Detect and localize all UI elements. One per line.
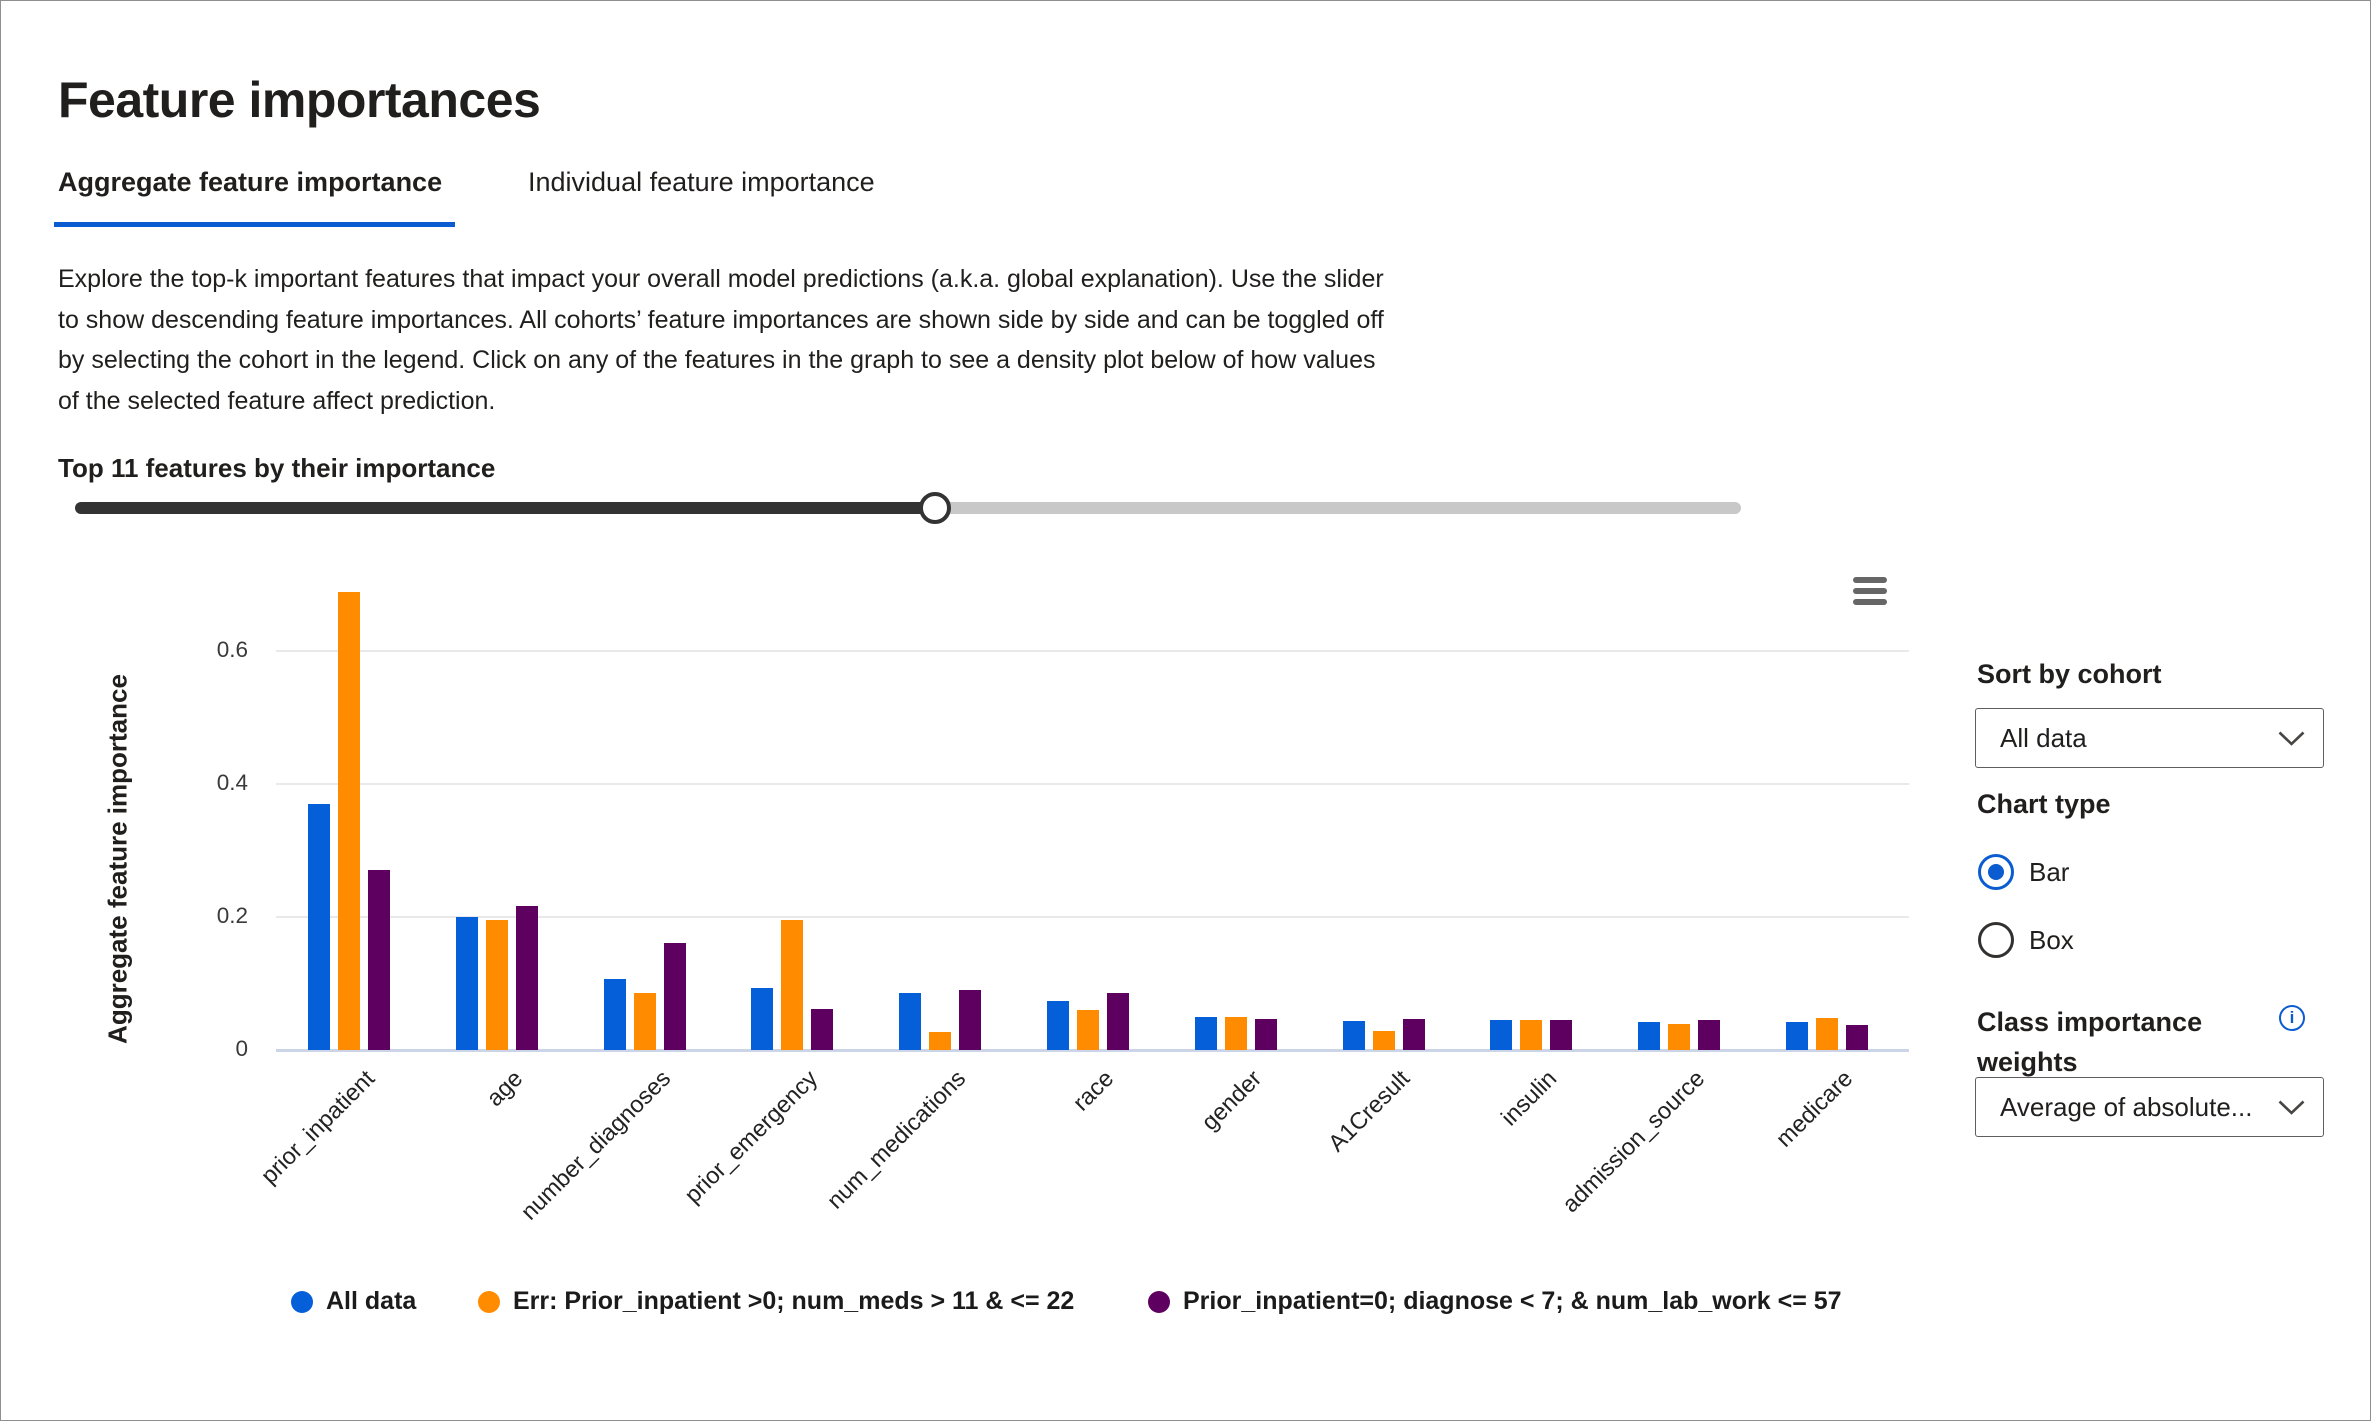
radio-selected-icon (1978, 854, 2014, 890)
chevron-down-icon (2278, 731, 2305, 746)
bar[interactable] (959, 990, 981, 1050)
bar[interactable] (604, 979, 626, 1050)
legend-item-noninpatient-cohort[interactable]: Prior_inpatient=0; diagnose < 7; & num_l… (1148, 1287, 1842, 1316)
chevron-down-icon (2278, 1100, 2305, 1115)
bar[interactable] (1255, 1019, 1277, 1050)
bar[interactable] (1638, 1022, 1660, 1050)
y-tick-label: 0.2 (216, 903, 248, 928)
bar[interactable] (1343, 1021, 1365, 1050)
bar[interactable] (1107, 993, 1129, 1050)
bar[interactable] (1077, 1010, 1099, 1050)
legend-dot (478, 1290, 500, 1313)
bar[interactable] (1698, 1020, 1720, 1050)
legend-item-error-cohort[interactable]: Err: Prior_inpatient >0; num_meds > 11 &… (478, 1287, 1074, 1316)
sort-by-cohort-dropdown[interactable]: All data (1975, 708, 2324, 768)
bar[interactable] (1225, 1017, 1247, 1050)
radio-unselected-icon (1978, 922, 2014, 958)
topk-slider-thumb[interactable] (919, 492, 951, 524)
bar[interactable] (811, 1009, 833, 1050)
topk-slider-track[interactable] (935, 502, 1741, 514)
gridline (276, 783, 1909, 785)
page-title: Feature importances (58, 71, 541, 128)
legend-dot (1148, 1290, 1170, 1313)
class-weights-value: Average of absolute... (2000, 1091, 2253, 1122)
bar[interactable] (899, 993, 921, 1050)
x-axis-line (276, 1049, 1909, 1052)
legend-label: Prior_inpatient=0; diagnose < 7; & num_l… (1183, 1287, 1842, 1315)
sort-by-cohort-label: Sort by cohort (1977, 659, 2162, 689)
bar[interactable] (308, 804, 330, 1050)
chart-type-label: Chart type (1977, 789, 2111, 819)
legend-dot (291, 1290, 313, 1313)
bar[interactable] (1373, 1031, 1395, 1050)
bar[interactable] (929, 1032, 951, 1050)
description-line: to show descending feature importances. … (58, 305, 1384, 334)
bar[interactable] (338, 592, 360, 1050)
bar[interactable] (1195, 1017, 1217, 1050)
tab-individual-feature-importance[interactable]: Individual feature importance (528, 167, 875, 197)
bar[interactable] (1047, 1001, 1069, 1050)
y-tick-label: 0 (235, 1036, 248, 1061)
topk-slider-label: Top 11 features by their importance (58, 453, 496, 483)
topk-slider-track-filled[interactable] (75, 502, 935, 514)
radio-label: Bar (2029, 856, 2070, 887)
active-tab-indicator (54, 222, 455, 227)
bar[interactable] (751, 988, 773, 1050)
description-line: Explore the top-k important features tha… (58, 265, 1384, 293)
radio-chart-type-box[interactable]: Box (1978, 922, 2074, 958)
radio-label: Box (2029, 924, 2074, 955)
bar[interactable] (486, 920, 508, 1050)
description-line: by selecting the cohort in the legend. C… (58, 346, 1376, 374)
bar[interactable] (634, 993, 656, 1050)
burger-menu-icon[interactable] (1853, 577, 1887, 610)
bar[interactable] (781, 920, 803, 1050)
bar[interactable] (1403, 1019, 1425, 1050)
y-tick-label: 0.4 (216, 770, 248, 795)
sort-by-cohort-value: All data (2000, 722, 2087, 753)
legend-label: All data (326, 1287, 417, 1315)
legend-item-all-data[interactable]: All data (291, 1287, 416, 1316)
bar[interactable] (1520, 1020, 1542, 1050)
bar[interactable] (516, 906, 538, 1050)
bar[interactable] (1550, 1020, 1572, 1050)
gridline (276, 916, 1909, 918)
bar[interactable] (1668, 1024, 1690, 1050)
bar[interactable] (1846, 1025, 1868, 1050)
bar[interactable] (1816, 1018, 1838, 1050)
bar[interactable] (664, 943, 686, 1050)
radio-chart-type-bar[interactable]: Bar (1978, 854, 2069, 890)
description-line: of the selected feature affect predictio… (58, 386, 496, 415)
y-tick-label: 0.6 (216, 637, 248, 662)
description-text: Explore the top-k important features tha… (58, 259, 1384, 421)
info-icon[interactable]: i (2279, 1005, 2305, 1031)
bar[interactable] (456, 917, 478, 1050)
y-axis-title: Aggregate feature importance (102, 674, 133, 1044)
class-weights-dropdown[interactable]: Average of absolute... (1975, 1077, 2324, 1137)
gridline (276, 650, 1909, 652)
tab-aggregate-feature-importance[interactable]: Aggregate feature importance (58, 167, 443, 197)
bar[interactable] (1490, 1020, 1512, 1050)
class-importance-weights-label: Class importance weights (1977, 1007, 2203, 1077)
bar[interactable] (368, 870, 390, 1050)
legend-label: Err: Prior_inpatient >0; num_meds > 11 &… (513, 1287, 1075, 1315)
bar[interactable] (1786, 1022, 1808, 1050)
